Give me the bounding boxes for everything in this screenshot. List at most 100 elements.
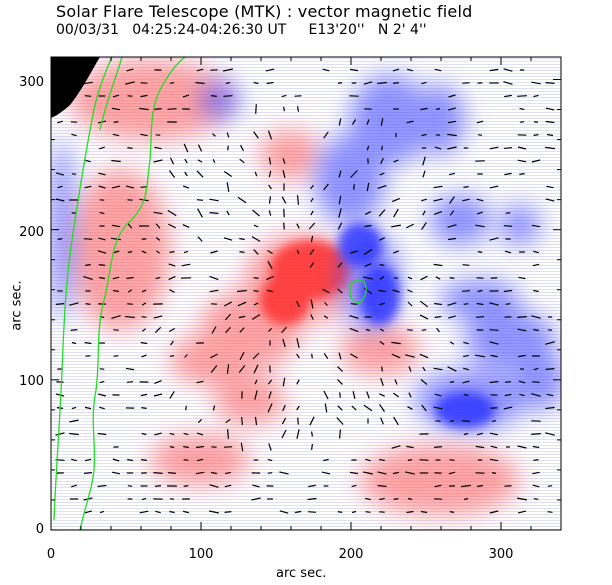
field-vector	[532, 445, 540, 449]
field-vector	[433, 406, 443, 410]
field-vector	[379, 276, 385, 280]
field-vector	[366, 391, 370, 399]
field-vector	[140, 133, 148, 137]
field-vector	[140, 393, 148, 397]
field-vector	[71, 484, 77, 488]
field-vector	[338, 208, 342, 218]
field-vector	[419, 459, 429, 461]
field-vector	[127, 250, 133, 254]
field-vector	[351, 405, 357, 411]
field-vector	[254, 171, 258, 177]
field-vector	[323, 390, 329, 400]
field-vector	[125, 185, 135, 189]
field-vector	[226, 364, 230, 374]
field-vectors	[55, 68, 555, 514]
figure-subtitle: 00/03/31 04:25:24-04:26:30 UT E13'20'' N…	[56, 22, 427, 38]
field-vector	[380, 417, 384, 425]
field-vector	[547, 511, 553, 513]
axis-ticks	[50, 57, 562, 531]
field-vector	[519, 173, 525, 175]
field-vector	[296, 429, 300, 439]
field-vector	[379, 497, 385, 501]
field-vector	[350, 353, 358, 359]
field-vector	[211, 326, 217, 334]
field-vector	[97, 484, 107, 488]
field-vector	[363, 276, 373, 280]
field-vector	[140, 459, 148, 461]
field-vector	[156, 250, 160, 254]
field-vector	[349, 471, 359, 475]
field-vector	[434, 302, 442, 306]
field-vector	[422, 366, 426, 372]
field-vector	[266, 81, 274, 85]
field-vector	[449, 381, 455, 383]
field-vector	[57, 120, 63, 124]
field-vector	[111, 159, 121, 163]
field-vector	[477, 251, 483, 253]
field-vector	[254, 390, 258, 400]
field-vector	[392, 250, 400, 254]
field-vector	[391, 445, 401, 449]
field-vector	[489, 432, 499, 436]
field-vector	[324, 403, 328, 413]
field-vector	[297, 417, 299, 425]
field-vector	[169, 446, 175, 448]
field-vector	[364, 263, 372, 267]
field-vector	[98, 172, 106, 176]
field-vector	[251, 314, 261, 320]
field-vector	[448, 94, 456, 98]
field-vector	[239, 251, 245, 253]
field-vector	[223, 95, 233, 97]
field-vector	[111, 107, 121, 111]
field-vector	[268, 184, 272, 190]
field-vector	[489, 329, 499, 331]
field-vector	[491, 420, 497, 422]
field-vector	[97, 432, 107, 436]
field-vector	[210, 353, 218, 359]
field-vector	[518, 276, 526, 280]
field-vector	[517, 95, 527, 97]
field-vector	[71, 173, 77, 175]
field-vector	[154, 380, 162, 384]
field-vector	[226, 132, 230, 138]
field-vector	[310, 184, 314, 190]
field-vector	[251, 497, 261, 501]
field-vector	[377, 484, 387, 488]
field-vector	[55, 172, 65, 176]
field-vector	[282, 170, 286, 178]
field-vector	[57, 68, 63, 72]
field-vector	[462, 367, 470, 371]
field-vector	[296, 301, 300, 307]
field-vector	[238, 315, 246, 319]
field-vector	[449, 419, 455, 423]
field-vector	[448, 471, 456, 475]
field-vector	[392, 471, 400, 475]
y-tick-300: 300	[19, 75, 44, 90]
field-vector	[353, 184, 355, 190]
field-vector	[323, 352, 329, 360]
field-vector	[70, 329, 78, 331]
field-vector	[211, 95, 217, 97]
field-vector	[239, 327, 245, 333]
field-vector	[476, 302, 484, 306]
field-vector	[197, 144, 203, 152]
field-vector	[519, 107, 525, 111]
field-vector	[84, 185, 92, 189]
field-vector	[182, 185, 190, 189]
field-vector	[518, 380, 526, 384]
field-vector	[196, 380, 204, 384]
field-vector	[504, 94, 512, 98]
field-vector	[449, 511, 455, 513]
field-vector	[71, 133, 77, 137]
field-vector	[209, 198, 219, 202]
field-vector	[252, 209, 260, 217]
field-vector	[279, 471, 289, 475]
field-vector	[222, 68, 234, 72]
field-vector	[476, 198, 484, 202]
field-vector	[141, 316, 147, 318]
field-vector	[183, 143, 189, 153]
field-vector	[126, 68, 134, 72]
field-vector	[405, 471, 415, 475]
field-vector	[533, 367, 539, 371]
field-vector	[463, 432, 469, 436]
